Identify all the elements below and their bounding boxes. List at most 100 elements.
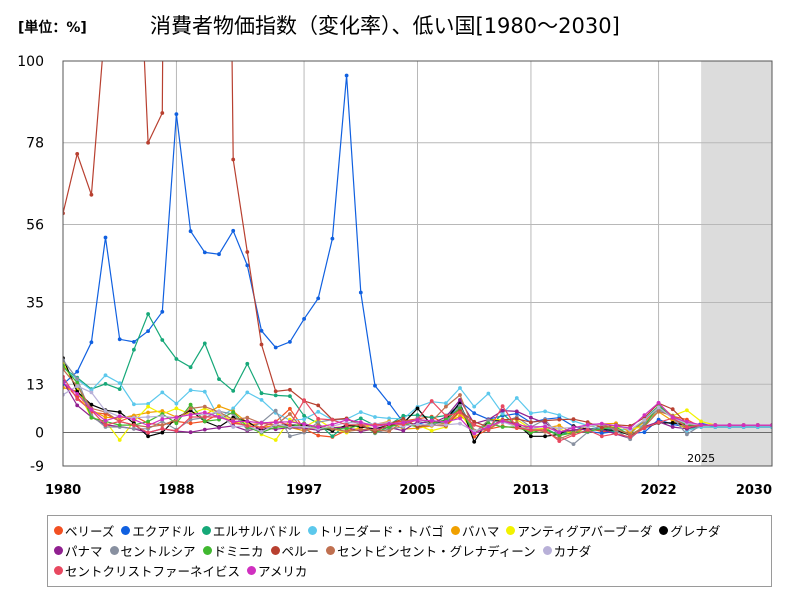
data-point [245, 250, 250, 254]
unit-label: [単位：%] [18, 20, 87, 36]
data-point [358, 420, 363, 425]
data-point [699, 419, 703, 424]
y-tick-label: 35 [26, 296, 44, 312]
data-point [132, 402, 136, 407]
data-point [103, 373, 108, 378]
legend-swatch [109, 545, 119, 555]
data-point [188, 430, 193, 435]
data-point [146, 410, 151, 415]
legend: ベリーズ エクアドル エルサルバドル トリニダード・トバゴ バハマ アンティグアバーブーダ… [47, 515, 772, 587]
legend-label: ドミニカ [213, 543, 264, 559]
x-tick-label: 2022 [640, 483, 676, 498]
data-point [529, 434, 533, 439]
data-point [75, 380, 80, 385]
data-point [543, 409, 547, 414]
series-lines [63, 61, 772, 446]
data-point [599, 434, 604, 439]
data-point [685, 408, 689, 413]
legend-label: アンティグアバーブーダ [517, 523, 653, 539]
data-point [160, 414, 165, 419]
data-point [444, 413, 448, 418]
data-point [514, 396, 519, 400]
legend-item: トリニダード・トバゴ [307, 520, 444, 540]
data-point [316, 420, 321, 425]
data-point [174, 401, 179, 406]
data-point [288, 387, 292, 392]
legend-label: カナダ [553, 543, 592, 559]
data-point [146, 312, 151, 316]
axes [62, 60, 773, 467]
legend-label: トリニダード・トバゴ [318, 523, 444, 539]
data-point [231, 157, 236, 162]
data-point [670, 415, 675, 420]
data-point [500, 404, 505, 409]
data-point [529, 425, 533, 429]
data-point [174, 428, 179, 433]
legend-item: エルサルバドル [201, 520, 301, 540]
data-point [685, 419, 689, 424]
data-point [458, 386, 462, 390]
data-point [103, 409, 108, 413]
data-point [75, 397, 80, 401]
data-point [514, 425, 519, 430]
data-point [316, 409, 321, 414]
data-point [557, 430, 562, 435]
data-point [103, 382, 108, 386]
data-point [529, 411, 533, 416]
data-point [358, 422, 363, 427]
data-point [75, 376, 80, 381]
data-point [713, 423, 718, 427]
data-point [670, 407, 675, 412]
data-point [259, 391, 264, 396]
data-point [132, 340, 136, 344]
data-point [571, 433, 576, 438]
data-point [89, 415, 94, 420]
data-point [529, 428, 533, 432]
data-point [699, 422, 703, 427]
data-point [160, 430, 165, 435]
data-point [401, 413, 406, 418]
data-point [259, 429, 264, 434]
data-point [628, 435, 633, 439]
data-point [514, 422, 519, 427]
data-point [642, 413, 647, 417]
data-point [174, 112, 179, 116]
data-point [344, 73, 349, 78]
data-point [415, 422, 420, 427]
data-point [358, 290, 363, 295]
data-point [288, 419, 292, 424]
data-point [401, 416, 406, 421]
data-point [571, 417, 576, 422]
legend-item: エクアドル [121, 520, 195, 540]
y-tick-label: 100 [17, 54, 44, 70]
data-point [500, 408, 505, 413]
data-point [642, 430, 647, 435]
data-point [599, 425, 604, 430]
data-point [401, 428, 406, 433]
data-point [132, 426, 136, 431]
y-tick-label: 56 [26, 217, 44, 233]
data-point [543, 424, 547, 429]
data-point [685, 432, 689, 437]
data-point [160, 390, 165, 395]
data-point [642, 426, 647, 430]
data-point [472, 411, 477, 416]
data-point [670, 421, 675, 425]
legend-label: ベリーズ [65, 523, 115, 539]
data-point [146, 419, 151, 424]
data-point [160, 423, 165, 427]
legend-label: セントビンセント・グレナディーン [337, 543, 536, 559]
data-point [89, 192, 94, 197]
data-point [472, 422, 477, 427]
data-point [302, 413, 306, 418]
data-point [188, 388, 193, 393]
data-point [117, 410, 122, 414]
legend-label: セントルシア [120, 543, 196, 559]
data-point [330, 434, 335, 439]
data-point [202, 410, 207, 415]
data-point [415, 406, 420, 411]
data-point [500, 419, 505, 423]
legend-item: ペルー [270, 540, 319, 560]
data-point [188, 421, 193, 426]
data-point [543, 434, 547, 439]
